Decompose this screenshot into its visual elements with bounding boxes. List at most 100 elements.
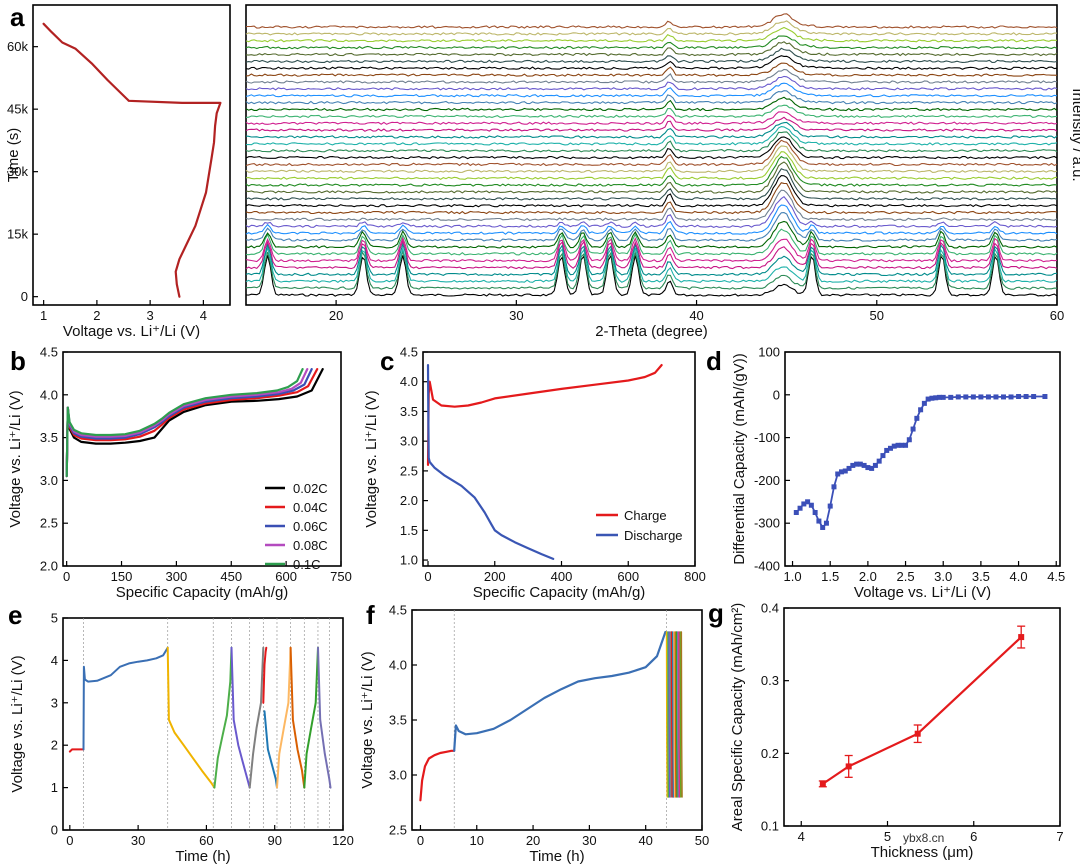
series-line <box>276 646 292 789</box>
data-point <box>906 437 912 443</box>
xrd-pattern-line <box>245 75 1058 91</box>
series-line <box>65 368 324 478</box>
xrd-pattern-line <box>245 104 1058 119</box>
data-point <box>963 394 969 400</box>
xrd-pattern-line <box>245 254 1058 297</box>
series-line <box>795 395 1046 529</box>
x-tick-label: 200 <box>484 569 506 584</box>
data-point <box>835 471 841 477</box>
plot-frame <box>32 4 231 306</box>
x-tick-label: 2.5 <box>897 569 915 584</box>
xrd-pattern-line <box>245 41 1058 57</box>
xrd-pattern-line <box>245 126 1058 146</box>
cycle-spike-line <box>668 631 671 798</box>
y-tick-label: 100 <box>758 345 780 360</box>
xrd-pattern-line <box>245 151 1058 180</box>
data-point <box>914 730 921 737</box>
legend-label: Discharge <box>624 528 683 543</box>
panel-label-f: f <box>366 600 375 630</box>
x-tick-label: 400 <box>551 569 573 584</box>
series-line <box>166 646 216 789</box>
chart-d: 1.0 1.5 2.0 2.5 3.0 3.5 4.0 4.5 -400 -300 -200 -100… <box>731 345 1065 602</box>
cycle-spike-line <box>665 631 668 798</box>
y-axis-label: Voltage vs. Li⁺/Li (V) <box>9 655 26 792</box>
x-tick-label: 30 <box>131 833 145 848</box>
data-point <box>1000 394 1006 400</box>
xrd-pattern-line <box>245 35 1058 50</box>
y-tick-label: 2.5 <box>389 823 407 838</box>
data-point <box>1023 394 1029 400</box>
xrd-pattern-line <box>245 13 1058 29</box>
data-point <box>933 395 939 401</box>
y-tick-label: -200 <box>754 473 780 488</box>
series-line <box>453 630 667 752</box>
y-tick-label: 1.5 <box>400 523 418 538</box>
y-tick-label: 5 <box>51 611 58 626</box>
y-tick-label: 0.4 <box>761 601 779 616</box>
chart-a-left: 1 2 3 4 0 15k 30k 45k 60k Voltage vs. Li⁺/Li (V) T… <box>5 4 231 340</box>
data-point <box>842 468 848 474</box>
xrd-pattern-line <box>245 131 1058 153</box>
xrd-pattern-line <box>245 245 1058 283</box>
x-axis-label: 2-Theta (degree) <box>595 323 708 340</box>
series-line <box>82 646 169 751</box>
y-tick-label: 3.0 <box>40 473 58 488</box>
x-tick-label: 600 <box>275 569 297 584</box>
data-point <box>861 462 867 468</box>
x-tick-label: 0 <box>63 569 70 584</box>
xrd-pattern-line <box>245 62 1058 77</box>
y-tick-label: 3.5 <box>389 713 407 728</box>
legend-label: 0.1C <box>293 557 320 572</box>
xrd-pattern-line <box>245 68 1058 84</box>
series-line <box>230 646 251 789</box>
cycle-spike-line <box>674 631 677 798</box>
cycle-spike-line <box>679 631 682 798</box>
x-tick-label: 30 <box>509 308 523 323</box>
x-tick-label: 60 <box>199 833 213 848</box>
data-point <box>857 461 863 467</box>
y-axis-label: Differential Capacity (mAh/(gV)) <box>731 353 748 564</box>
y-axis-label: Voltage vs. Li⁺/Li (V) <box>7 390 24 527</box>
x-tick-label: 120 <box>332 833 354 848</box>
series-line <box>317 646 332 789</box>
xrd-pattern-line <box>245 236 1058 263</box>
xrd-pattern-line <box>245 155 1058 187</box>
y-tick-label: -300 <box>754 516 780 531</box>
y-tick-label: 15k <box>7 227 28 242</box>
x-tick-label: 2.0 <box>859 569 877 584</box>
x-tick-label: 7 <box>1056 829 1063 844</box>
x-axis-label: Thickness (μm) <box>871 844 974 861</box>
xrd-pattern-line <box>245 136 1058 160</box>
y-tick-label: -100 <box>754 430 780 445</box>
y-tick-label: 3.5 <box>400 404 418 419</box>
chart-e: 0 30 60 90 120 0 1 2 3 4 5 Time (h) Voltage vs. Li⁺/… <box>9 611 354 866</box>
cycle-spike-line <box>672 631 675 798</box>
series-line <box>426 364 555 561</box>
x-tick-label: 300 <box>166 569 188 584</box>
plot-frame <box>422 351 696 567</box>
x-tick-label: 0 <box>66 833 73 848</box>
y-tick-label: 3.0 <box>400 434 418 449</box>
data-point <box>808 502 814 508</box>
data-point <box>819 780 826 787</box>
x-tick-label: 0 <box>417 833 424 848</box>
y-axis-label: Voltage vs. Li⁺/Li (V) <box>363 390 380 527</box>
legend-label: 0.06C <box>293 519 328 534</box>
data-point <box>925 396 931 402</box>
data-point <box>820 524 826 530</box>
chart-a-right: 20 30 40 50 60 2-Theta (degree) Intensity / a.… <box>245 4 1080 340</box>
data-point <box>872 462 878 468</box>
data-point <box>1018 634 1025 641</box>
xrd-pattern-line <box>245 116 1058 132</box>
y-tick-label: 4.5 <box>400 345 418 360</box>
data-point <box>865 465 871 471</box>
y-tick-label: 3.0 <box>389 768 407 783</box>
data-point <box>812 510 818 515</box>
watermark-text: ybx8.cn <box>903 831 944 845</box>
plot-frame <box>783 607 1061 827</box>
data-point <box>823 520 829 526</box>
series-line <box>65 368 313 478</box>
series-line <box>68 748 85 753</box>
x-tick-label: 2 <box>93 308 100 323</box>
